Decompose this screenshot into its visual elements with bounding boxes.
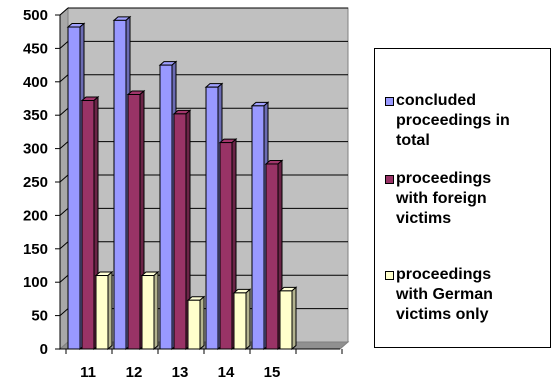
gridline-side bbox=[59, 308, 69, 316]
bar bbox=[205, 86, 219, 350]
legend-label-total-line2: proceedings in bbox=[396, 112, 510, 129]
gridline-side bbox=[59, 107, 69, 116]
legend-label-foreign-line1: proceedings bbox=[396, 170, 492, 187]
y-tick-label: 400 bbox=[23, 74, 48, 91]
x-axis-ticks: 11 12 13 14 15 bbox=[65, 349, 343, 381]
bar-side bbox=[199, 295, 205, 351]
y-tick-label: 250 bbox=[23, 174, 48, 191]
x-tick-label: 13 bbox=[172, 364, 189, 381]
legend-label-foreign-line3: victims bbox=[396, 210, 452, 227]
legend-label-german-line2: with German bbox=[396, 286, 493, 303]
legend-swatch-german bbox=[385, 271, 394, 280]
legend-label-german: proceedings with German victims only bbox=[396, 265, 493, 325]
gridline-side bbox=[59, 7, 69, 16]
y-tick-label: 450 bbox=[23, 40, 48, 57]
legend-label-total-line1: concluded bbox=[396, 92, 477, 109]
gridline-side bbox=[59, 274, 69, 283]
gridline-side bbox=[59, 241, 69, 250]
y-tick-label: 100 bbox=[23, 274, 48, 291]
legend-label-foreign-line2: with foreign bbox=[396, 190, 487, 207]
legend: concluded proceedings in total proceedin… bbox=[374, 48, 551, 348]
bar bbox=[279, 290, 293, 350]
bar-side bbox=[153, 270, 159, 351]
gridline-side bbox=[59, 74, 69, 83]
bar-side bbox=[245, 288, 251, 351]
bar-side bbox=[107, 270, 113, 351]
bar bbox=[187, 299, 201, 350]
y-tick-label: 150 bbox=[23, 241, 48, 258]
bar bbox=[95, 275, 109, 350]
bar bbox=[113, 19, 127, 350]
bar bbox=[173, 113, 187, 350]
x-tick-label: 14 bbox=[218, 364, 235, 381]
bar bbox=[127, 93, 141, 350]
gridline-side bbox=[59, 174, 69, 183]
legend-label-german-line3: victims only bbox=[396, 306, 489, 323]
y-tick-label: 350 bbox=[23, 107, 48, 124]
x-tick-label: 15 bbox=[264, 364, 281, 381]
gridline-side bbox=[59, 208, 69, 216]
legend-swatch-foreign bbox=[385, 175, 394, 184]
bar bbox=[251, 105, 265, 350]
y-tick-label: 300 bbox=[23, 141, 48, 158]
y-tick-label: 0 bbox=[40, 341, 48, 358]
bar bbox=[233, 292, 247, 350]
y-tick-label: 200 bbox=[23, 207, 48, 224]
legend-label-foreign: proceedings with foreign victims bbox=[396, 169, 491, 229]
bar bbox=[265, 163, 279, 350]
bar bbox=[159, 64, 173, 350]
x-tick-label: 11 bbox=[80, 364, 96, 381]
y-tick-label: 500 bbox=[23, 7, 48, 24]
bar-side bbox=[291, 286, 297, 351]
gridline-side bbox=[59, 141, 69, 149]
y-tick-label: 50 bbox=[31, 308, 48, 325]
legend-label-german-line1: proceedings bbox=[396, 266, 492, 283]
gridline-side bbox=[59, 41, 69, 49]
legend-label-total: concluded proceedings in total bbox=[396, 91, 510, 151]
legend-swatch-total bbox=[385, 97, 394, 106]
legend-label-total-line3: total bbox=[396, 132, 430, 149]
x-tick-label: 12 bbox=[126, 364, 143, 381]
y-axis-ticks: 0 50 100 150 200 250 300 350 400 450 500 bbox=[23, 7, 60, 358]
bar bbox=[219, 142, 233, 350]
bar bbox=[67, 26, 81, 350]
bar bbox=[141, 275, 155, 350]
bar bbox=[81, 100, 95, 350]
